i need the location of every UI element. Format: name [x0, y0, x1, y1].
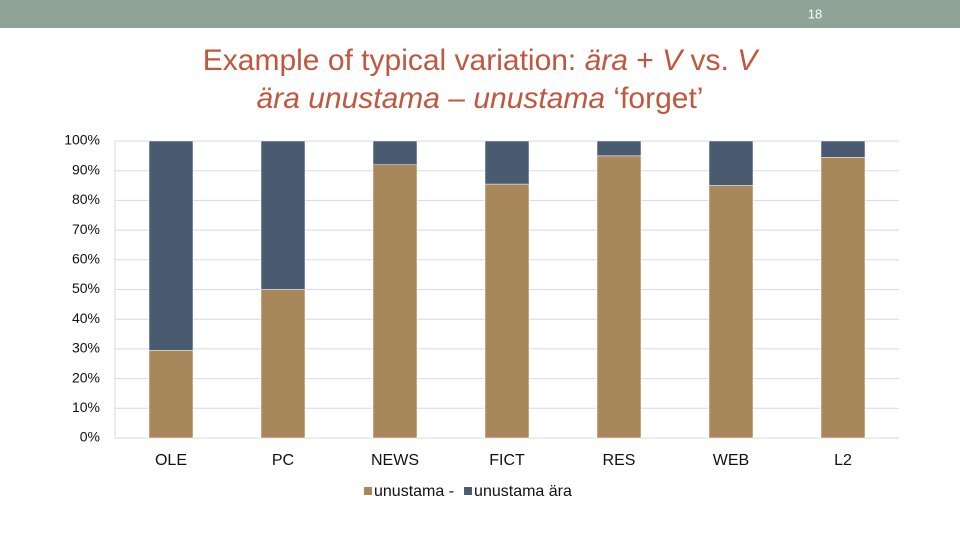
bar-segment: [260, 289, 306, 439]
bar-segment: [260, 140, 306, 290]
legend-label: unustama ära: [474, 483, 572, 500]
y-tick-label: 100%: [64, 132, 100, 148]
y-tick-label: 70%: [72, 221, 100, 237]
y-tick-label: 60%: [72, 251, 100, 267]
title-segment: Example of typical variation:: [203, 44, 585, 77]
bar-segment: [820, 157, 866, 439]
x-tick-label: NEWS: [371, 452, 419, 469]
bar-segment: [820, 140, 866, 158]
legend-swatch: [464, 487, 473, 495]
y-tick-label: 90%: [72, 161, 100, 177]
y-tick-label: 30%: [72, 340, 100, 356]
slide-number: 18: [808, 6, 822, 21]
bar-segment: [596, 140, 642, 157]
bar-segment: [484, 183, 530, 439]
x-tick-label: WEB: [713, 452, 749, 469]
top-band: [0, 0, 960, 28]
title-segment: vs.: [682, 44, 737, 77]
bar-segment: [372, 140, 418, 166]
title-line: Example of typical variation: ära + V vs…: [203, 44, 760, 77]
y-tick-label: 50%: [72, 280, 100, 296]
legend-swatch: [364, 487, 372, 495]
bar-segment: [372, 164, 418, 439]
bar-segment: [596, 155, 642, 439]
title-segment: V: [662, 44, 685, 77]
title-segment: ära: [585, 44, 628, 77]
title-segment: +: [628, 44, 662, 77]
title-line: ära unustama – unustama ‘forget’: [257, 82, 704, 115]
legend-label: unustama -: [374, 483, 454, 500]
y-tick-label: 10%: [72, 399, 100, 415]
x-tick-label: OLE: [155, 452, 187, 469]
x-tick-label: L2: [834, 452, 852, 469]
bar-segment: [148, 140, 194, 351]
title-segment: V: [737, 44, 760, 77]
x-tick-label: PC: [272, 452, 294, 469]
bar-segment: [708, 140, 754, 186]
bar-segment: [484, 140, 530, 185]
y-tick-label: 80%: [72, 191, 100, 207]
x-tick-label: FICT: [489, 452, 525, 469]
y-tick-label: 20%: [72, 369, 100, 385]
bar-segment: [148, 350, 194, 439]
title-segment: ‘forget’: [605, 82, 703, 115]
x-tick-label: RES: [603, 452, 636, 469]
y-tick-label: 0%: [80, 429, 100, 445]
bar-segment: [708, 185, 754, 439]
title-segment: ära unustama – unustama: [257, 82, 606, 115]
chart-title: Example of typical variation: ära + V vs…: [203, 44, 760, 115]
y-tick-label: 40%: [72, 310, 100, 326]
legend: unustama - unustama ära: [364, 483, 572, 500]
